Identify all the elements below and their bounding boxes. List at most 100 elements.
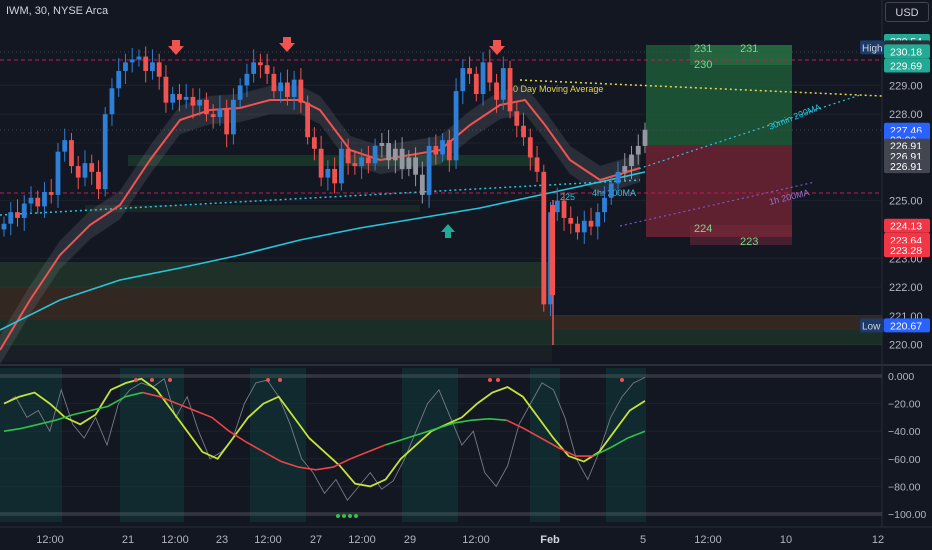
price-tag-label: Low <box>862 321 881 332</box>
time-tick: 12:00 <box>694 534 722 546</box>
osc-raw-line <box>3 376 646 501</box>
candle-body <box>406 157 412 169</box>
time-tick: 12:00 <box>161 534 189 546</box>
candle-body <box>473 73 479 95</box>
signal-dot <box>150 378 154 382</box>
candle-body <box>284 82 290 97</box>
candle-body <box>460 68 466 92</box>
time-tick: 5 <box>640 534 646 546</box>
price-tag <box>860 40 884 55</box>
zone <box>128 155 534 166</box>
candle-body <box>8 212 14 224</box>
candle-body <box>116 70 122 89</box>
candle-body <box>480 62 486 95</box>
buy-arrow-icon <box>441 224 455 238</box>
candle-body <box>453 91 459 161</box>
signal-dot <box>620 378 624 382</box>
candle-body <box>183 96 189 100</box>
price-tick: 228.00 <box>889 109 923 121</box>
candle-body <box>311 137 317 149</box>
candle-body <box>244 73 250 86</box>
osc-slow-line <box>384 417 507 446</box>
candle-body <box>325 168 331 178</box>
time-tick: 21 <box>122 534 134 546</box>
candle-body <box>21 203 27 218</box>
ma1h-line <box>619 181 816 227</box>
ma4h-prefix: 225 <box>560 192 575 202</box>
candle-body <box>42 192 47 207</box>
tp-label: 231 <box>694 43 712 55</box>
price-badge-label: 230.18 <box>890 46 922 58</box>
candle-body <box>251 62 257 74</box>
candle-body <box>629 154 634 167</box>
candle-body <box>332 168 338 184</box>
osc-band <box>0 368 62 522</box>
candle-body <box>129 59 135 63</box>
time-tick: 12 <box>872 534 884 546</box>
ema-line <box>0 98 641 351</box>
time-tick: 23 <box>216 534 228 546</box>
candle-body <box>291 79 297 97</box>
candle-body <box>622 166 628 172</box>
candle-body <box>217 108 223 118</box>
candle-body <box>345 148 351 164</box>
candle-body <box>352 163 358 167</box>
price-badge <box>884 44 930 59</box>
price-badge-label: 220.67 <box>890 320 922 332</box>
osc-band <box>606 368 646 522</box>
candle-body <box>500 68 506 100</box>
candle-body <box>15 212 20 218</box>
candle-body <box>379 143 385 146</box>
candle-body <box>197 99 203 106</box>
osc-band <box>250 368 306 522</box>
osc-slow-line <box>506 419 594 457</box>
candle-body <box>258 62 263 66</box>
ma50-label: 50 Day Moving Average <box>508 84 603 94</box>
candle-body <box>1 223 7 230</box>
price-badge-label: 223.28 <box>890 245 922 257</box>
candle-body <box>156 62 162 77</box>
candle-body <box>278 82 284 92</box>
sell-arrow-icon <box>279 37 295 52</box>
candle-body <box>521 125 526 138</box>
sl-label: 223 <box>740 236 758 248</box>
candle-body <box>392 148 398 161</box>
candle-body <box>143 56 149 71</box>
price-badge <box>884 243 930 258</box>
signal-dot <box>342 514 346 518</box>
candle-body <box>136 56 142 60</box>
candle-body <box>204 99 209 115</box>
candle-body <box>271 73 277 92</box>
zone <box>552 330 882 345</box>
osc-tick: 0.000 <box>888 371 914 383</box>
candle-body <box>237 85 243 100</box>
candle-body <box>170 94 176 103</box>
candle-body <box>446 140 452 161</box>
osc-fast-line <box>3 377 646 488</box>
candle-body <box>433 145 439 155</box>
candle-body <box>298 79 304 103</box>
price-tick: 225.00 <box>889 196 923 208</box>
candle-body <box>62 140 68 152</box>
candle-body <box>28 197 34 204</box>
candle-body <box>440 140 445 155</box>
candle-body <box>386 143 391 161</box>
candle-body <box>163 76 169 103</box>
candle-body <box>642 129 648 146</box>
candle-body <box>48 192 54 195</box>
candle-body <box>69 140 74 167</box>
zone <box>85 205 420 212</box>
candle-body <box>608 183 614 198</box>
signal-dot <box>336 514 340 518</box>
osc-tick: −20.00 <box>888 399 921 411</box>
candle-body <box>419 174 425 195</box>
signal-dot <box>278 378 282 382</box>
currency-button[interactable]: USD <box>885 2 929 22</box>
zone <box>0 345 552 362</box>
signal-dot <box>354 514 358 518</box>
candle-body <box>109 88 115 115</box>
time-tick: 27 <box>310 534 322 546</box>
zone <box>0 320 552 345</box>
symbol-title[interactable]: IWM, 30, NYSE Arca <box>6 5 109 17</box>
